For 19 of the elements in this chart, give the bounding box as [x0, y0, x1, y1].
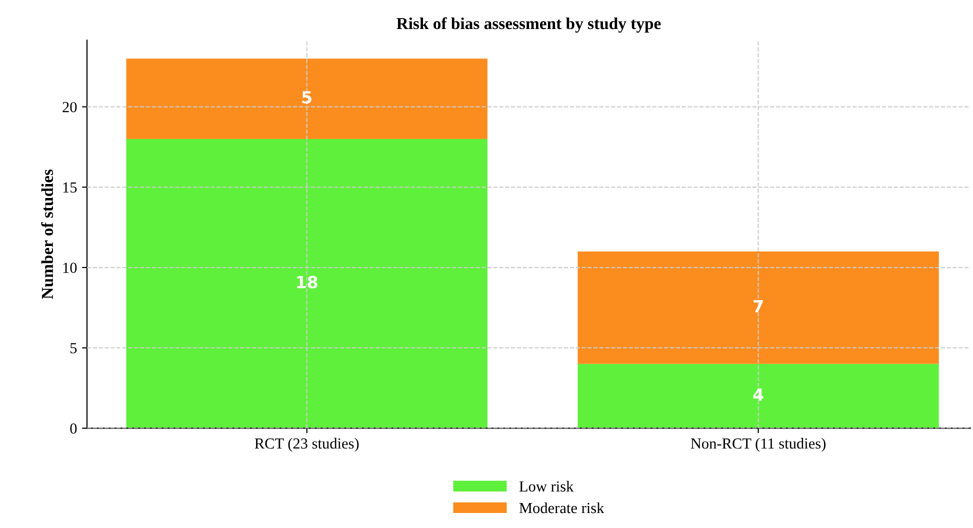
bar — [126, 58, 488, 139]
y-tick-label: 5 — [70, 343, 77, 354]
bar — [578, 364, 939, 428]
data-label: 7 — [754, 300, 763, 312]
data-label: 5 — [302, 91, 312, 104]
bar — [126, 138, 488, 428]
y-axis-title: Number of studies — [41, 169, 54, 299]
data-label: 18 — [297, 276, 318, 288]
y-tick-label: 20 — [62, 102, 77, 112]
legend-label: Low risk — [519, 480, 574, 492]
x-tick-label: RCT (23 studies) — [254, 438, 359, 452]
legend-label: Moderate risk — [519, 502, 604, 514]
x-tick-label: Non-RCT (11 studies) — [690, 438, 826, 452]
y-tick-label: 10 — [63, 262, 77, 273]
bar — [578, 251, 939, 364]
y-tick-label: 0 — [70, 423, 77, 434]
chart-title: Risk of bias assessment by study type — [396, 17, 661, 33]
data-label: 4 — [753, 388, 764, 401]
y-tick-label: 15 — [63, 182, 77, 193]
